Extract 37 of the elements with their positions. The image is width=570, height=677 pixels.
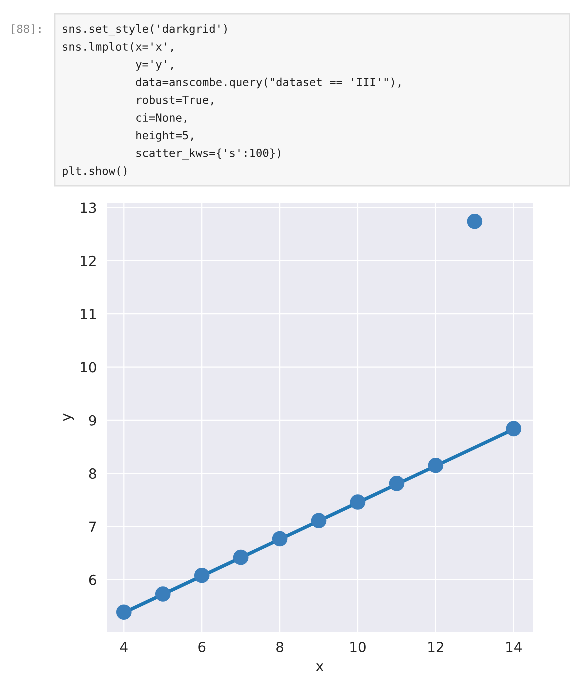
text: plt.show()	[63, 166, 127, 178]
text: ci=None,	[136, 113, 186, 124]
point	[311, 513, 327, 529]
point	[506, 421, 522, 437]
point	[272, 531, 288, 547]
point	[428, 458, 444, 474]
point	[350, 494, 366, 510]
x-axis-title: x	[316, 664, 324, 672]
y-tick-label: 11	[81, 309, 96, 320]
text: sns.set_style('darkgrid')	[63, 24, 227, 36]
x-tick-label: 8	[276, 642, 284, 652]
y-tick-label: 12	[81, 256, 96, 266]
point	[233, 550, 249, 566]
x-tick-label: 10	[350, 642, 366, 652]
y-tick-label: 7	[90, 522, 96, 532]
x-tick-label: 14	[506, 642, 522, 652]
point	[116, 604, 132, 620]
y-tick-label: 6	[89, 574, 96, 586]
text: scatter_kws={'s':100})	[136, 148, 280, 160]
x-tick-label: 4	[120, 642, 128, 652]
text: data=anscombe.query("dataset == 'III'"),	[136, 78, 401, 89]
point	[389, 476, 405, 492]
y-tick-label: 10	[81, 362, 96, 373]
text: robust=True,	[138, 96, 214, 106]
text: [88]:	[12, 24, 41, 35]
y-tick-label: 13	[81, 202, 96, 214]
point	[194, 568, 210, 584]
y-axis-title: y	[64, 414, 74, 422]
point	[467, 214, 483, 230]
point	[155, 586, 171, 602]
x-tick-label: 12	[428, 642, 444, 652]
text: sns.lmplot(x='x',	[63, 42, 174, 54]
text: height=5,	[136, 131, 194, 142]
text: y='y',	[136, 60, 174, 71]
x-tick-label: 6	[198, 642, 206, 652]
y-tick-label: 9	[89, 415, 96, 426]
y-tick-label: 8	[89, 468, 96, 480]
